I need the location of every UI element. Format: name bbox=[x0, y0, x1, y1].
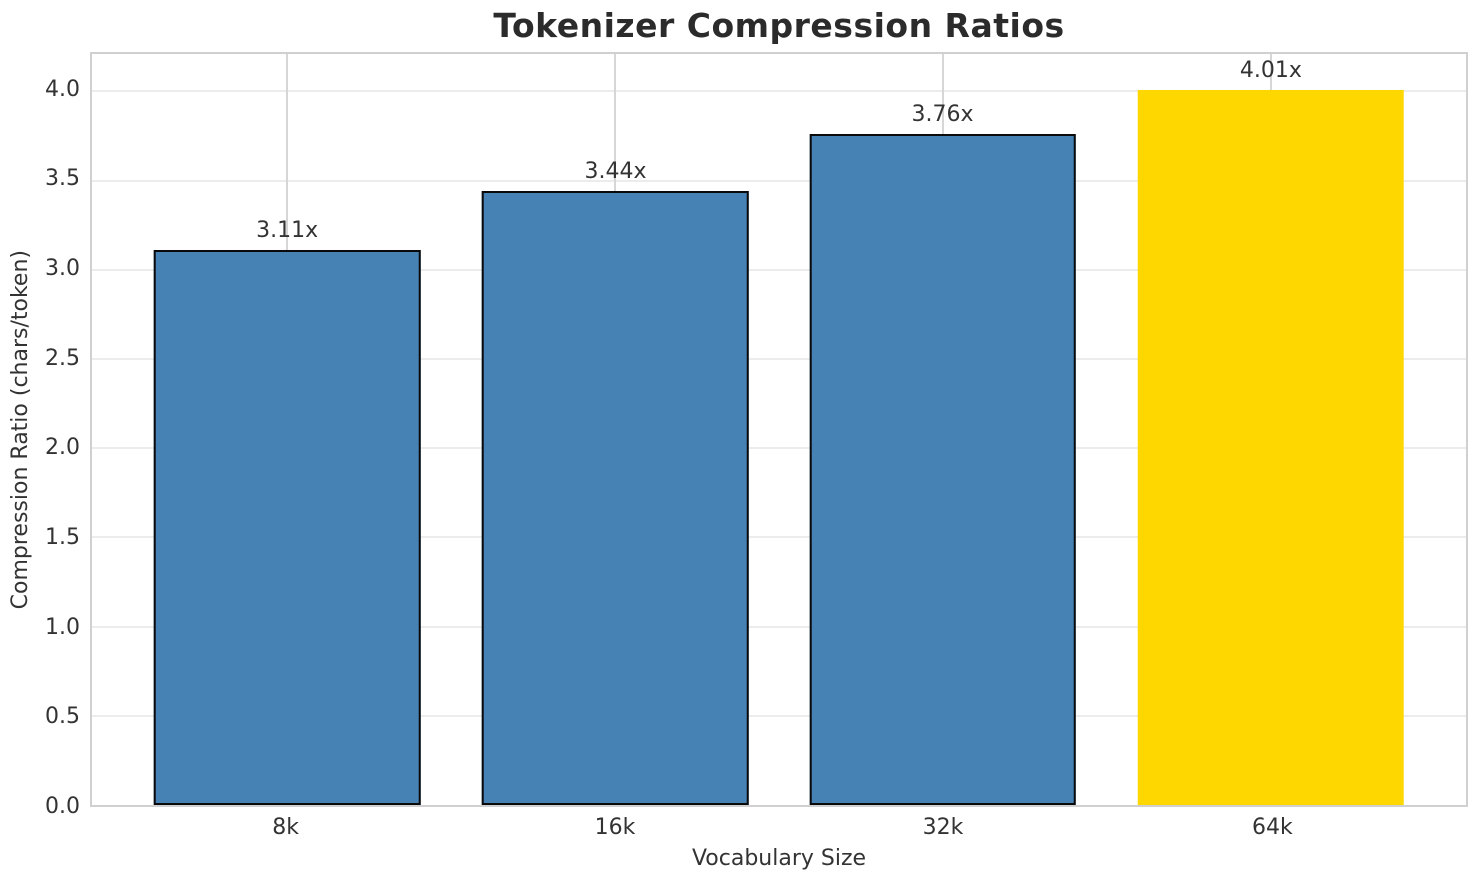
bar-8k bbox=[153, 250, 421, 805]
plot-area: 3.11x 3.44x 3.76x 4.01x bbox=[90, 52, 1468, 807]
bar-32k bbox=[809, 134, 1076, 805]
y-tick-label: 2.5 bbox=[45, 345, 80, 371]
bar-64k bbox=[1137, 89, 1405, 805]
y-tick-label: 3.0 bbox=[45, 256, 80, 281]
x-tick-label: 16k bbox=[594, 815, 636, 840]
h-gridline bbox=[92, 536, 1466, 539]
y-tick-label: 3.5 bbox=[45, 166, 80, 192]
x-axis-label: Vocabulary Size bbox=[691, 846, 867, 871]
y-tick-label: 0.5 bbox=[45, 704, 80, 730]
h-gridline bbox=[92, 625, 1466, 628]
y-tick-label: 2.0 bbox=[45, 435, 80, 461]
bar-value-label: 3.11x bbox=[256, 218, 319, 244]
h-gridline bbox=[92, 358, 1466, 361]
h-gridline bbox=[92, 447, 1466, 450]
chart-title: Tokenizer Compression Ratios bbox=[493, 6, 1065, 45]
h-gridline bbox=[92, 714, 1466, 717]
bar-16k bbox=[482, 191, 749, 805]
y-tick-label: 1.5 bbox=[45, 525, 80, 550]
bar-value-label: 3.76x bbox=[911, 102, 974, 128]
x-tick-label: 8k bbox=[272, 815, 300, 840]
y-tick-label: 0.0 bbox=[45, 794, 80, 819]
h-gridline bbox=[92, 90, 1466, 93]
y-tick-label: 4.0 bbox=[45, 76, 80, 102]
h-gridline bbox=[92, 179, 1466, 182]
x-tick-label: 32k bbox=[922, 815, 964, 840]
y-tick-labels: 0.0 0.5 1.0 1.5 2.0 2.5 3.0 3.5 4.0 bbox=[0, 52, 80, 817]
h-gridline bbox=[92, 268, 1466, 271]
x-tick-labels: 8k 16k 32k 64k bbox=[90, 815, 1468, 843]
y-tick-label: 1.0 bbox=[45, 614, 80, 640]
bar-value-label: 3.44x bbox=[584, 159, 647, 185]
x-tick-label: 64k bbox=[1251, 815, 1293, 840]
bar-value-label: 4.01x bbox=[1239, 57, 1302, 83]
